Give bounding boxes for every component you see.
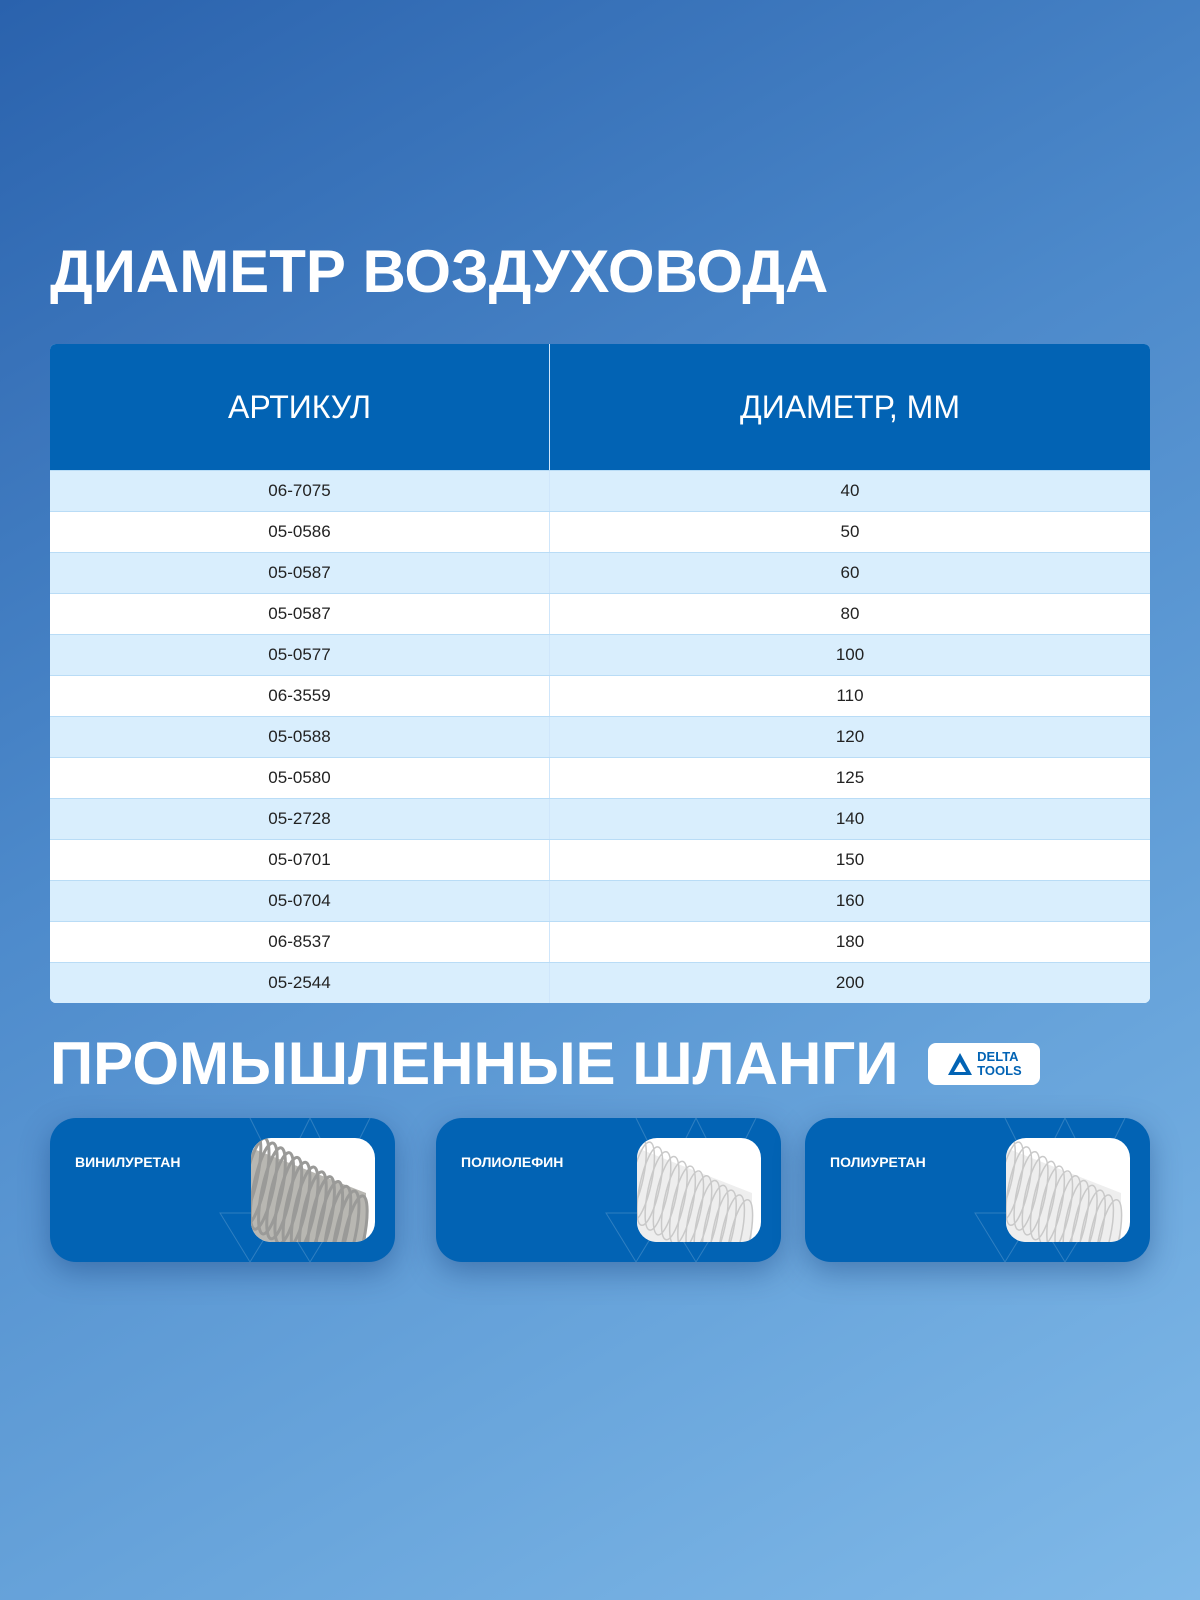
logo-text: DELTA TOOLS (977, 1050, 1022, 1078)
table-header: АРТИКУЛ ДИАМЕТР, ММ (50, 344, 1150, 470)
table-row: 05-0586 50 (50, 511, 1150, 552)
table-row: 06-8537 180 (50, 921, 1150, 962)
table-row: 05-0587 60 (50, 552, 1150, 593)
column-header-diameter: ДИАМЕТР, ММ (740, 388, 960, 425)
diameter-cell: 150 (835, 850, 865, 869)
column-header-article: АРТИКУЛ (50, 344, 550, 470)
clear-hose-image (637, 1138, 761, 1242)
diameter-cell: 125 (835, 768, 865, 787)
vinyl-hose-image (251, 1138, 375, 1242)
article-cell: 05-2728 (50, 799, 550, 839)
product-card[interactable]: ВИНИЛУРЕТАН (50, 1118, 395, 1262)
table-row: 05-2544 200 (50, 962, 1150, 1003)
article-cell: 05-0587 (50, 594, 550, 634)
table-row: 05-0704 160 (50, 880, 1150, 921)
product-label: ПОЛИОЛЕФИН (461, 1154, 564, 1170)
diameter-cell: 60 (840, 563, 860, 582)
table-row: 05-2728 140 (50, 798, 1150, 839)
article-cell: 05-0704 (50, 881, 550, 921)
diameter-cell: 80 (840, 604, 860, 623)
diameter-cell: 120 (835, 727, 865, 746)
product-label: ПОЛИУРЕТАН (830, 1154, 926, 1170)
article-cell: 05-0580 (50, 758, 550, 798)
diameter-cell: 110 (836, 686, 864, 705)
article-cell: 06-8537 (50, 922, 550, 962)
clear-hose-image (1006, 1138, 1130, 1242)
product-card[interactable]: ПОЛИУРЕТАН (805, 1118, 1150, 1262)
diameter-cell: 100 (835, 645, 865, 664)
product-label: ВИНИЛУРЕТАН (75, 1154, 181, 1170)
article-cell: 05-0588 (50, 717, 550, 757)
table-row: 05-0587 80 (50, 593, 1150, 634)
table-row: 05-0701 150 (50, 839, 1150, 880)
article-cell: 05-0586 (50, 512, 550, 552)
diameter-table: АРТИКУЛ ДИАМЕТР, ММ 06-7075 40 05-0586 50 05… (50, 344, 1150, 1003)
article-cell: 05-0587 (50, 553, 550, 593)
logo-line-1: DELTA (977, 1049, 1019, 1064)
hoses-heading-row: ПРОМЫШЛЕННЫЕ ШЛАНГИ DELTA TOOLS (50, 1028, 1041, 1100)
table-row: 05-0577 100 (50, 634, 1150, 675)
article-cell: 05-0701 (50, 840, 550, 880)
table-row: 05-0580 125 (50, 757, 1150, 798)
diameter-cell: 50 (840, 522, 860, 541)
product-card[interactable]: ПОЛИОЛЕФИН (436, 1118, 781, 1262)
delta-tools-logo: DELTA TOOLS (928, 1043, 1041, 1085)
table-row: 06-7075 40 (50, 470, 1150, 511)
diameter-cell: 140 (835, 809, 865, 828)
article-cell: 05-0577 (50, 635, 550, 675)
article-cell: 06-3559 (50, 676, 550, 716)
article-cell: 06-7075 (50, 471, 550, 511)
diameter-cell: 160 (835, 891, 865, 910)
diameter-cell: 180 (835, 932, 865, 951)
table-row: 05-0588 120 (50, 716, 1150, 757)
section-title-duct-diameter: ДИАМЕТР ВОЗДУХОВОДА (50, 238, 829, 305)
article-cell: 05-2544 (50, 963, 550, 1003)
delta-triangle-icon (948, 1053, 973, 1075)
table-body: 06-7075 40 05-0586 50 05-0587 60 05-0587 80 05-0… (50, 470, 1150, 1003)
logo-line-2: TOOLS (977, 1063, 1022, 1078)
diameter-cell: 200 (835, 973, 865, 992)
section-title-industrial-hoses: ПРОМЫШЛЕННЫЕ ШЛАНГИ (50, 1030, 899, 1097)
table-row: 06-3559 110 (50, 675, 1150, 716)
diameter-cell: 40 (840, 481, 860, 500)
